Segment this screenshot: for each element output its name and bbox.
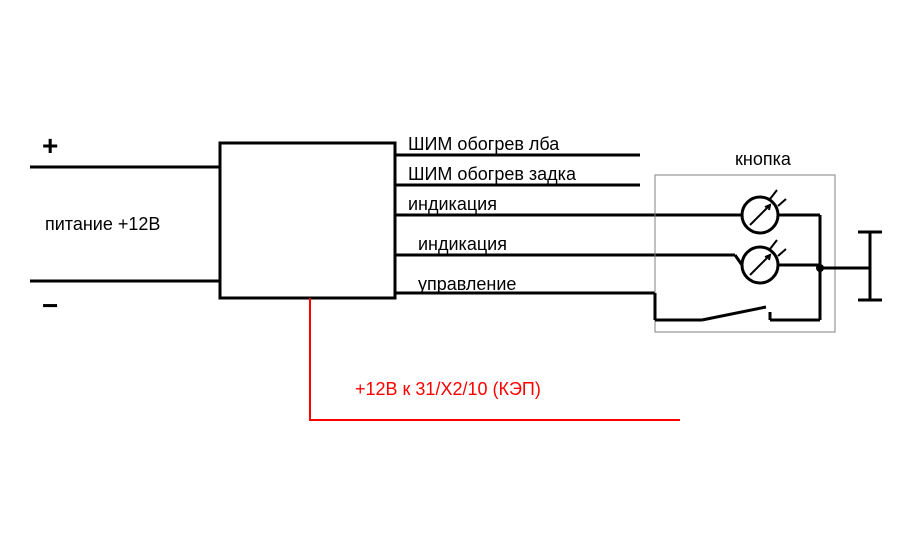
button-label: кнопка [735,149,792,169]
switch-lever [702,307,766,320]
label-indication1: индикация [408,194,497,214]
label-indication2: индикация [418,234,507,254]
minus-symbol: − [42,290,58,321]
aux-12v-label: +12В к 31/Х2/10 (КЭП) [355,379,541,399]
indicator-lamp-2 [742,240,786,283]
label-pwm-front: ШИМ обогрев лба [408,134,560,154]
controller-box [220,143,395,298]
label-control: управление [418,274,516,294]
power-label: питание +12В [45,214,160,234]
plus-symbol: + [42,130,58,161]
indicator-lamp-1 [742,190,786,233]
label-pwm-rear: ШИМ обогрев задка [408,164,577,184]
aux-12v-line [310,298,680,420]
